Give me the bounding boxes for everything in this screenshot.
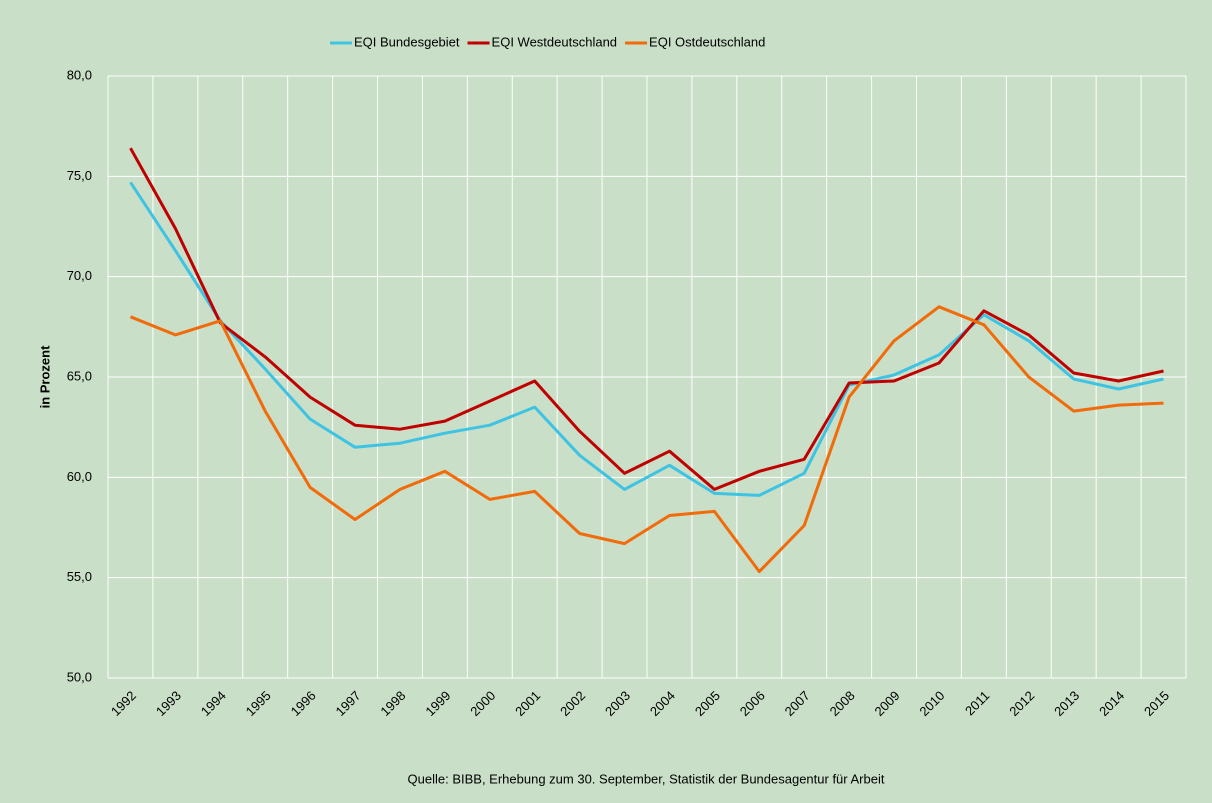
y-tick-label: 75,0 (67, 168, 92, 183)
series-line (129, 147, 1164, 491)
y-tick-label: 50,0 (67, 669, 92, 684)
series-line (129, 305, 1164, 574)
source-note: Quelle: BIBB, Erhebung zum 30. September… (408, 771, 885, 786)
y-tick-label: 80,0 (67, 67, 92, 82)
y-tick-label: 70,0 (67, 268, 92, 283)
y-tick-label: 55,0 (67, 569, 92, 584)
y-tick-label: 60,0 (67, 469, 92, 484)
legend-label: EQI Bundesgebiet (354, 34, 460, 49)
y-tick-label: 65,0 (67, 368, 92, 383)
legend-label: EQI Ostdeutschland (649, 34, 765, 49)
legend-label: EQI Westdeutschland (492, 34, 618, 49)
series-line (129, 181, 1164, 497)
y-axis-label: in Prozent (37, 345, 52, 409)
